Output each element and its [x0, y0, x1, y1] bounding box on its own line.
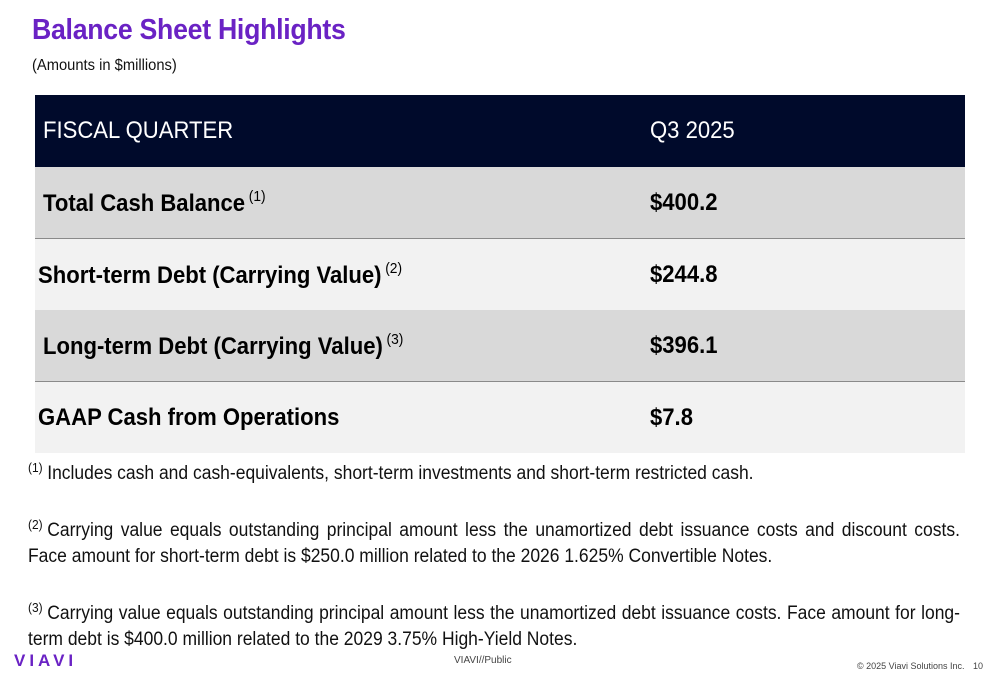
row-value: $396.1: [650, 331, 718, 359]
row-value: $400.2: [650, 188, 718, 216]
slide-subtitle: (Amounts in $millions): [32, 57, 177, 74]
footnote-3: (3) Carrying value equals outstanding pri…: [28, 600, 960, 650]
row-label: Total Cash Balance (1): [43, 187, 266, 217]
row-label: GAAP Cash from Operations: [38, 403, 340, 431]
classification-label: VIAVI//Public: [454, 655, 512, 666]
balance-sheet-table: FISCAL QUARTER Q3 2025 Total Cash Balanc…: [35, 95, 965, 453]
header-label: FISCAL QUARTER: [43, 117, 234, 144]
footnote-marker: (2): [385, 259, 403, 277]
row-value: $7.8: [650, 403, 693, 431]
table-row-long-term-debt: Long-term Debt (Carrying Value) (3) $396.…: [35, 310, 965, 382]
slide-title: Balance Sheet Highlights: [32, 14, 346, 46]
table-header-row: FISCAL QUARTER Q3 2025: [35, 95, 965, 167]
table-row-cash-from-operations: GAAP Cash from Operations $7.8: [35, 382, 965, 453]
footnote-marker: (1): [248, 187, 266, 205]
footnote-1: (1) Includes cash and cash-equivalents, s…: [28, 460, 754, 484]
row-label: Short-term Debt (Carrying Value) (2): [38, 259, 403, 289]
copyright-text: © 2025 Viavi Solutions Inc.: [857, 661, 965, 671]
viavi-logo: VIAVI: [14, 651, 78, 670]
page-number: 10: [973, 661, 984, 671]
row-label: Long-term Debt (Carrying Value) (3): [43, 330, 404, 360]
footnote-2: (2) Carrying value equals outstanding pri…: [28, 517, 960, 567]
row-value: $244.8: [650, 260, 718, 288]
footnote-marker: (3): [386, 330, 404, 348]
table-row-total-cash: Total Cash Balance (1) $400.2: [35, 167, 965, 239]
header-value: Q3 2025: [650, 117, 735, 144]
table-row-short-term-debt: Short-term Debt (Carrying Value) (2) $244…: [35, 239, 965, 310]
